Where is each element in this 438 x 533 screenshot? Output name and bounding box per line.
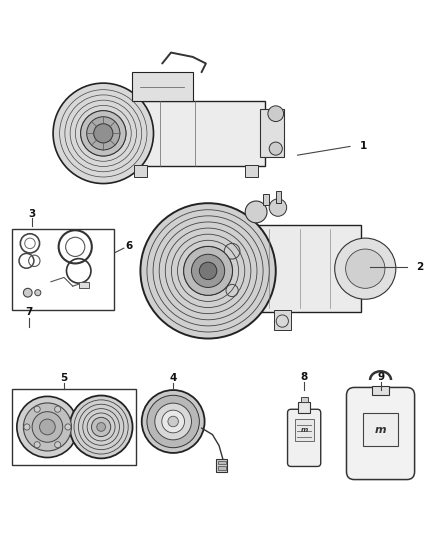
Bar: [298, 402, 310, 413]
Circle shape: [335, 238, 396, 299]
Text: 5: 5: [60, 373, 67, 383]
Circle shape: [141, 203, 276, 338]
FancyBboxPatch shape: [346, 387, 415, 480]
Circle shape: [199, 262, 217, 280]
Circle shape: [17, 397, 78, 457]
Bar: [216, 459, 227, 472]
Bar: [300, 397, 307, 402]
Circle shape: [147, 395, 199, 448]
Bar: [372, 386, 389, 395]
Text: 4: 4: [170, 373, 177, 383]
Bar: [121, 101, 132, 166]
Circle shape: [92, 417, 111, 437]
Bar: [274, 310, 291, 330]
Circle shape: [65, 424, 71, 430]
Text: 3: 3: [28, 209, 36, 219]
Circle shape: [23, 403, 71, 451]
Bar: [221, 251, 243, 304]
Circle shape: [55, 406, 61, 412]
Circle shape: [24, 424, 30, 430]
Circle shape: [97, 423, 106, 431]
Circle shape: [269, 142, 283, 155]
Circle shape: [53, 83, 153, 183]
Text: 8: 8: [300, 372, 308, 382]
Bar: [134, 165, 147, 177]
Circle shape: [34, 442, 40, 448]
Circle shape: [87, 117, 120, 150]
Text: m: m: [300, 427, 308, 433]
Circle shape: [32, 411, 63, 442]
Circle shape: [70, 395, 133, 458]
Bar: [263, 195, 269, 205]
Circle shape: [191, 254, 225, 287]
Bar: [125, 101, 265, 166]
Circle shape: [35, 289, 41, 296]
Circle shape: [39, 419, 55, 435]
Bar: [218, 466, 226, 470]
Bar: [276, 191, 281, 203]
Circle shape: [346, 249, 385, 288]
FancyBboxPatch shape: [288, 409, 321, 466]
Bar: [261, 109, 285, 157]
Bar: [12, 229, 114, 310]
Circle shape: [55, 442, 61, 448]
Circle shape: [184, 246, 233, 295]
Bar: [132, 72, 193, 101]
Text: 1: 1: [360, 141, 367, 151]
Circle shape: [168, 416, 178, 427]
Bar: [363, 413, 398, 446]
Text: m: m: [375, 425, 386, 435]
Bar: [218, 461, 226, 464]
Text: 9: 9: [378, 372, 385, 382]
Circle shape: [269, 199, 287, 216]
Circle shape: [94, 124, 113, 143]
Circle shape: [142, 390, 205, 453]
Bar: [12, 389, 136, 465]
Circle shape: [34, 406, 40, 412]
Bar: [294, 419, 314, 441]
Circle shape: [268, 106, 284, 122]
Circle shape: [245, 201, 267, 223]
Circle shape: [81, 111, 126, 156]
Text: 2: 2: [416, 262, 424, 271]
Circle shape: [155, 403, 191, 440]
Bar: [79, 282, 89, 288]
Circle shape: [162, 410, 184, 433]
Bar: [239, 225, 361, 312]
Bar: [245, 165, 258, 177]
Circle shape: [23, 288, 32, 297]
Text: 7: 7: [25, 308, 33, 317]
Text: 6: 6: [126, 240, 133, 251]
